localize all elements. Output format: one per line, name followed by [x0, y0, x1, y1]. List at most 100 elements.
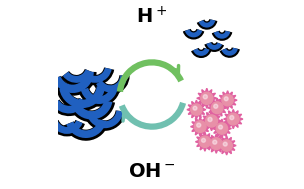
- Polygon shape: [232, 144, 236, 147]
- Polygon shape: [188, 105, 192, 108]
- Polygon shape: [216, 113, 219, 117]
- Polygon shape: [218, 148, 221, 152]
- Polygon shape: [197, 97, 201, 100]
- Polygon shape: [212, 99, 216, 104]
- Polygon shape: [206, 134, 210, 138]
- Polygon shape: [219, 147, 223, 150]
- Polygon shape: [219, 95, 224, 99]
- Circle shape: [214, 104, 218, 108]
- Polygon shape: [213, 97, 217, 100]
- Polygon shape: [195, 118, 199, 122]
- Polygon shape: [222, 149, 225, 154]
- Polygon shape: [228, 123, 232, 127]
- Polygon shape: [216, 123, 220, 126]
- Polygon shape: [204, 122, 209, 125]
- Circle shape: [210, 138, 222, 149]
- Polygon shape: [192, 114, 195, 118]
- Polygon shape: [212, 135, 215, 139]
- Polygon shape: [207, 142, 211, 145]
- Circle shape: [219, 125, 223, 129]
- Polygon shape: [235, 123, 238, 127]
- Circle shape: [213, 140, 217, 144]
- Polygon shape: [200, 134, 203, 138]
- Circle shape: [223, 142, 227, 146]
- Polygon shape: [209, 137, 213, 140]
- Polygon shape: [218, 135, 221, 139]
- Polygon shape: [221, 109, 226, 113]
- Polygon shape: [188, 111, 192, 114]
- Polygon shape: [209, 103, 212, 107]
- Polygon shape: [217, 144, 221, 147]
- Polygon shape: [217, 120, 220, 125]
- Polygon shape: [217, 119, 221, 122]
- Polygon shape: [231, 147, 235, 150]
- Polygon shape: [235, 111, 238, 115]
- Polygon shape: [197, 137, 201, 140]
- Polygon shape: [209, 143, 213, 146]
- Polygon shape: [212, 127, 216, 130]
- Polygon shape: [219, 102, 224, 105]
- Polygon shape: [222, 137, 225, 142]
- Polygon shape: [199, 117, 202, 121]
- Polygon shape: [192, 128, 196, 132]
- Polygon shape: [199, 132, 202, 136]
- Polygon shape: [232, 125, 235, 129]
- Circle shape: [224, 97, 228, 101]
- Polygon shape: [226, 106, 229, 110]
- Polygon shape: [222, 142, 226, 145]
- Polygon shape: [204, 128, 209, 132]
- Polygon shape: [219, 99, 222, 104]
- Polygon shape: [232, 95, 236, 99]
- Polygon shape: [210, 140, 214, 143]
- Circle shape: [221, 140, 232, 151]
- Circle shape: [201, 92, 213, 104]
- Polygon shape: [220, 119, 223, 123]
- Polygon shape: [221, 103, 226, 106]
- Polygon shape: [200, 111, 205, 114]
- Polygon shape: [232, 102, 236, 105]
- Polygon shape: [187, 108, 191, 111]
- Polygon shape: [218, 99, 222, 102]
- Polygon shape: [195, 100, 198, 104]
- Polygon shape: [220, 134, 223, 138]
- Polygon shape: [195, 140, 199, 143]
- Polygon shape: [223, 106, 227, 109]
- Polygon shape: [211, 93, 216, 97]
- Polygon shape: [216, 116, 220, 119]
- Polygon shape: [209, 109, 213, 112]
- Polygon shape: [213, 112, 216, 117]
- Polygon shape: [202, 118, 205, 122]
- Polygon shape: [211, 100, 216, 103]
- Circle shape: [206, 115, 218, 127]
- Polygon shape: [202, 131, 205, 135]
- Polygon shape: [203, 116, 207, 119]
- Circle shape: [191, 104, 202, 115]
- Polygon shape: [197, 143, 201, 146]
- Polygon shape: [228, 137, 231, 142]
- Polygon shape: [223, 104, 226, 108]
- Polygon shape: [198, 93, 202, 97]
- Polygon shape: [233, 99, 237, 102]
- Polygon shape: [203, 132, 206, 136]
- Polygon shape: [203, 123, 207, 126]
- Polygon shape: [202, 90, 205, 94]
- Circle shape: [227, 113, 239, 125]
- Polygon shape: [226, 130, 230, 133]
- Polygon shape: [205, 104, 208, 108]
- Polygon shape: [200, 105, 205, 108]
- Polygon shape: [198, 114, 201, 118]
- Polygon shape: [207, 125, 210, 129]
- Polygon shape: [208, 106, 212, 109]
- Polygon shape: [223, 132, 227, 137]
- Polygon shape: [192, 101, 195, 106]
- Polygon shape: [210, 111, 213, 115]
- Polygon shape: [227, 127, 231, 130]
- Polygon shape: [216, 98, 219, 102]
- Text: OH$^-$: OH$^-$: [128, 163, 176, 181]
- Circle shape: [216, 123, 228, 134]
- Polygon shape: [229, 92, 232, 96]
- Polygon shape: [214, 130, 218, 133]
- Circle shape: [193, 106, 197, 110]
- Circle shape: [199, 136, 211, 147]
- Polygon shape: [226, 124, 230, 127]
